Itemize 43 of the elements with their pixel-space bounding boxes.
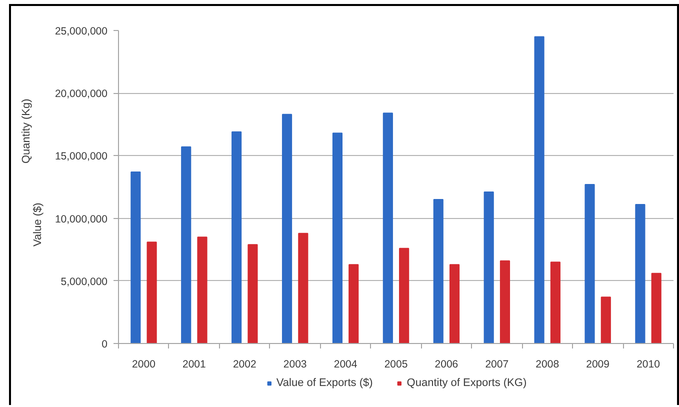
x-tick-label: 2000 [132, 358, 156, 370]
x-tick-label: 2004 [334, 358, 358, 370]
x-tick-label: 2001 [182, 358, 206, 370]
x-tick-label: 2005 [384, 358, 408, 370]
bar [550, 262, 560, 344]
bar [399, 248, 410, 344]
bar [298, 232, 308, 344]
bar [348, 264, 359, 344]
x-tick-label: 2007 [485, 358, 509, 370]
bar [500, 260, 510, 344]
x-tick-label: 2010 [636, 358, 660, 370]
legend-label: Value of Exports ($) [276, 377, 373, 389]
y-tick-label: 25,000,000 [54, 26, 108, 38]
bar [130, 171, 141, 344]
y-tick-label: 5,000,000 [60, 276, 108, 288]
bar [382, 112, 393, 344]
x-tick-label: 2002 [232, 358, 256, 370]
x-tick-label: 2003 [283, 358, 307, 370]
bar [584, 184, 595, 344]
bar [332, 132, 343, 344]
bar [534, 36, 544, 344]
bar [651, 272, 662, 344]
x-tick-label: 2009 [586, 358, 610, 370]
x-tick-label: 2008 [536, 358, 560, 370]
bar [146, 242, 157, 344]
bar [449, 264, 460, 344]
bar [282, 114, 292, 344]
bar [248, 244, 258, 344]
y-tick-label: 0 [102, 338, 108, 350]
y-axis-title: Value ($) [32, 202, 44, 246]
bar [635, 204, 646, 344]
y-tick-label: 10,000,000 [54, 213, 108, 226]
bar [433, 199, 444, 344]
x-tick-label: 2006 [434, 358, 458, 370]
bar [181, 146, 192, 344]
text: Quantity (Kg) [20, 98, 32, 164]
y-tick-label: 20,000,000 [54, 88, 108, 100]
legend-label: Quantity of Exports (KG) [406, 377, 527, 389]
bar [484, 192, 494, 344]
y-tick-label: 15,000,000 [54, 150, 108, 163]
bar [600, 296, 611, 344]
bar [232, 131, 242, 344]
bar [197, 236, 208, 344]
